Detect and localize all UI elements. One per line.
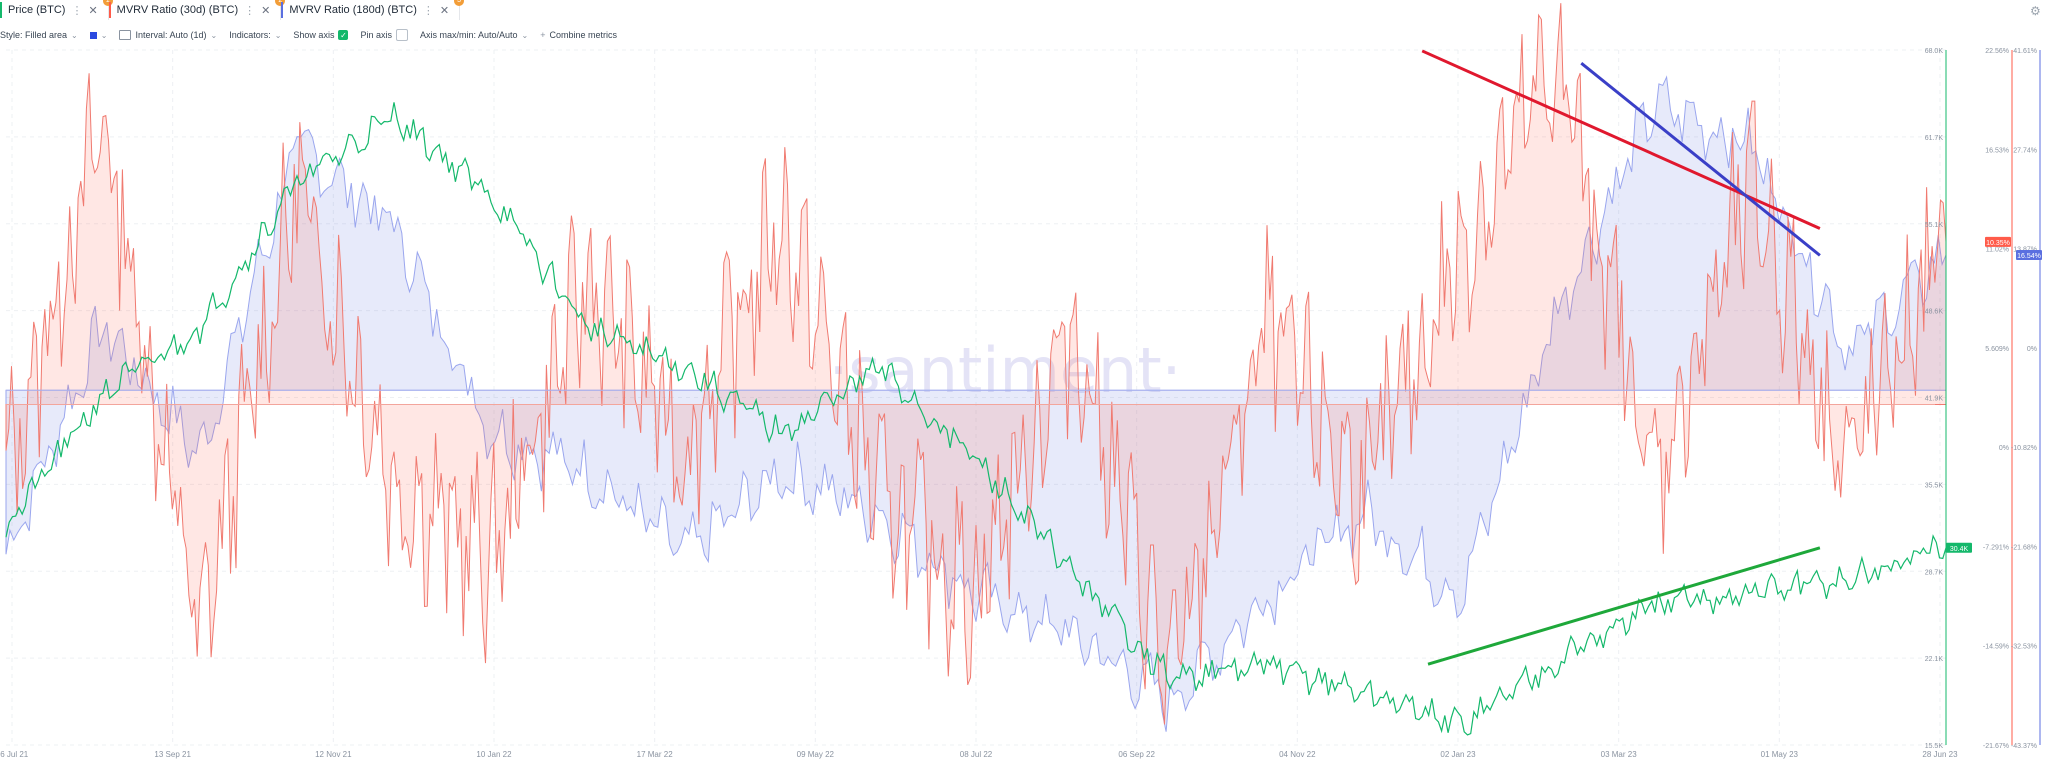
price-axis-tick-label: 22.1K bbox=[1925, 656, 1944, 663]
tab-badge: 1 bbox=[102, 0, 113, 6]
mvrv-30d-axis-tick-label: -7.291% bbox=[1983, 544, 2009, 551]
x-tick-label: 13 Sep 21 bbox=[154, 750, 191, 759]
x-tick-label: 04 Nov 22 bbox=[1279, 750, 1316, 759]
indicators-selector[interactable]: Indicators: ⌄ bbox=[229, 30, 281, 40]
x-tick-label: 01 May 23 bbox=[1761, 750, 1799, 759]
x-tick-label: 09 May 22 bbox=[797, 750, 835, 759]
mvrv-30d-axis-tick-label: 0% bbox=[1999, 445, 2009, 452]
close-icon[interactable]: ✕ bbox=[439, 4, 450, 17]
pin-axis-label: Pin axis bbox=[360, 30, 392, 40]
mvrv-180d-current-tag: 16.54% bbox=[2017, 253, 2041, 260]
show-axis-toggle[interactable]: Show axis ✓ bbox=[293, 30, 349, 40]
pin-axis-toggle[interactable]: Pin axis bbox=[360, 29, 408, 41]
checkbox-checked-icon[interactable]: ✓ bbox=[338, 30, 349, 40]
mvrv-180d-current-tag-bg bbox=[2016, 250, 2042, 261]
mvrv-30d-axis-tick-label: -14.59% bbox=[1983, 644, 2009, 651]
x-tick-label: 12 Nov 21 bbox=[315, 750, 352, 759]
mvrv-180d-axis-tick-label: 0% bbox=[2027, 346, 2037, 353]
x-tick-label: 17 Mar 22 bbox=[637, 750, 674, 759]
chevron-down-icon: ⌄ bbox=[521, 30, 529, 40]
color-swatch bbox=[89, 31, 97, 39]
metric-tabs: Price (BTC) ⋮ ✕ 1 MVRV Ratio (30d) (BTC)… bbox=[0, 0, 465, 22]
trend-line bbox=[1427, 546, 1821, 666]
price-axis-tick-label: 48.6K bbox=[1925, 309, 1944, 316]
price-axis-tick-label: 41.9K bbox=[1925, 396, 1944, 403]
close-icon[interactable]: ✕ bbox=[88, 4, 98, 17]
combine-label: Combine metrics bbox=[549, 30, 618, 40]
axes: 16 Jul 21 13 Sep 21 12 Nov 21 10 Jan 22 17 M… bbox=[0, 48, 2042, 759]
series-color-bar bbox=[108, 2, 111, 18]
more-icon[interactable]: ⋮ bbox=[71, 4, 83, 17]
tab-price[interactable]: Price (BTC) ⋮ ✕ 1 bbox=[0, 0, 113, 20]
tab-mvrv-30d[interactable]: MVRV Ratio (30d) (BTC) ⋮ ✕ 2 bbox=[108, 0, 286, 20]
price-axis-tick-label: 61.7K bbox=[1925, 135, 1944, 142]
price-axis-tick-label: 55.1K bbox=[1925, 222, 1944, 229]
trend-line bbox=[1580, 61, 1821, 257]
chevron-down-icon: ⌄ bbox=[274, 30, 282, 40]
mvrv-180d-axis-tick-label: -32.53% bbox=[2011, 644, 2037, 651]
x-tick-label: 28 Jun 23 bbox=[1922, 750, 1958, 759]
price-axis-tick-label: 15.5K bbox=[1925, 743, 1944, 750]
calendar-icon bbox=[119, 30, 132, 40]
mvrv-30d-axis-tick-label: 11.02% bbox=[1986, 247, 2009, 254]
mvrv-30d-current-tag-bg bbox=[1985, 236, 2011, 247]
mvrv-180d-axis-tick-label: -21.68% bbox=[2011, 544, 2037, 551]
style-label: Style: Filled area bbox=[0, 30, 68, 40]
price-axis-tick-label: 28.7K bbox=[1925, 569, 1944, 576]
close-icon[interactable]: ✕ bbox=[261, 4, 271, 17]
series-color-bar bbox=[0, 2, 2, 18]
x-tick-label: 16 Jul 21 bbox=[0, 750, 29, 759]
tab-label: MVRV Ratio (30d) (BTC) bbox=[116, 4, 239, 16]
price-current-tag: 30.4K bbox=[1950, 546, 1969, 553]
mvrv-180d-axis-tick-label: -10.82% bbox=[2011, 445, 2037, 452]
mvrv-180d-axis-tick-label: -43.37% bbox=[2011, 743, 2037, 750]
chart-grid bbox=[6, 49, 1946, 746]
tab-label: Price (BTC) bbox=[8, 4, 66, 16]
x-tick-label: 03 Mar 23 bbox=[1601, 750, 1638, 759]
trend-line bbox=[1421, 49, 1821, 230]
settings-gear-icon[interactable]: ⚙ bbox=[2030, 4, 2041, 18]
tab-badge: 3 bbox=[454, 0, 465, 6]
mvrv-30d-axis-tick-label: 16.53% bbox=[1985, 147, 2009, 154]
combine-metrics-button[interactable]: + Combine metrics bbox=[540, 30, 617, 40]
plus-icon: + bbox=[540, 30, 546, 40]
more-icon[interactable]: ⋮ bbox=[422, 4, 434, 17]
series-color-bar bbox=[281, 2, 284, 18]
tab-badge: 2 bbox=[275, 0, 286, 6]
price-axis-tick-label: 35.5K bbox=[1925, 482, 1944, 489]
show-axis-label: Show axis bbox=[293, 30, 335, 40]
interval-selector[interactable]: Interval: Auto (1d) ⌄ bbox=[119, 30, 217, 40]
x-tick-label: 06 Sep 22 bbox=[1118, 750, 1155, 759]
price-line bbox=[5, 102, 1947, 736]
tab-mvrv-180d[interactable]: MVRV Ratio (180d) (BTC) ⋮ ✕ 3 bbox=[281, 0, 465, 20]
mvrv-180d-axis-tick-label: 41.61% bbox=[2013, 48, 2037, 55]
mvrv-30d-axis-tick-label: -21.67% bbox=[1983, 743, 2009, 750]
mvrv-30d-axis-tick-label: 5.609% bbox=[1985, 346, 2009, 353]
x-tick-label: 08 Jul 22 bbox=[960, 750, 993, 759]
trend-lines bbox=[1421, 49, 1821, 666]
mvrv-30d-axis-tick-label: 22.56% bbox=[1985, 48, 2009, 55]
chevron-down-icon: ⌄ bbox=[71, 30, 78, 40]
x-tick-label: 02 Jan 23 bbox=[1440, 750, 1476, 759]
tab-label: MVRV Ratio (180d) (BTC) bbox=[289, 4, 417, 16]
mvrv-30d-current-tag: 10.35% bbox=[1986, 240, 2010, 247]
chevron-down-icon: ⌄ bbox=[100, 30, 108, 40]
axis-maxmin-label: Axis max/min: Auto/Auto bbox=[419, 30, 518, 40]
mvrv-180d-axis-tick-label: 27.74% bbox=[2013, 147, 2037, 154]
indicators-label: Indicators: bbox=[229, 30, 271, 40]
price-current-tag-bg bbox=[1946, 542, 1972, 553]
color-selector[interactable]: ⌄ bbox=[89, 30, 108, 40]
interval-label: Interval: Auto (1d) bbox=[135, 30, 207, 40]
axis-maxmin-selector[interactable]: Axis max/min: Auto/Auto ⌄ bbox=[420, 30, 528, 40]
mvrv-30d-area bbox=[5, 3, 1947, 725]
chevron-down-icon: ⌄ bbox=[210, 30, 218, 40]
price-axis-tick-label: 68.0K bbox=[1925, 48, 1944, 55]
more-icon[interactable]: ⋮ bbox=[244, 4, 256, 17]
checkbox-unchecked-icon[interactable] bbox=[395, 29, 408, 41]
style-selector[interactable]: Style: Filled area ⌄ bbox=[0, 30, 78, 40]
x-tick-label: 10 Jan 22 bbox=[476, 750, 512, 759]
series-layer bbox=[5, 3, 1947, 736]
chart-toolbar: Style: Filled area ⌄ ⌄ Interval: Auto (1d… bbox=[0, 26, 629, 44]
